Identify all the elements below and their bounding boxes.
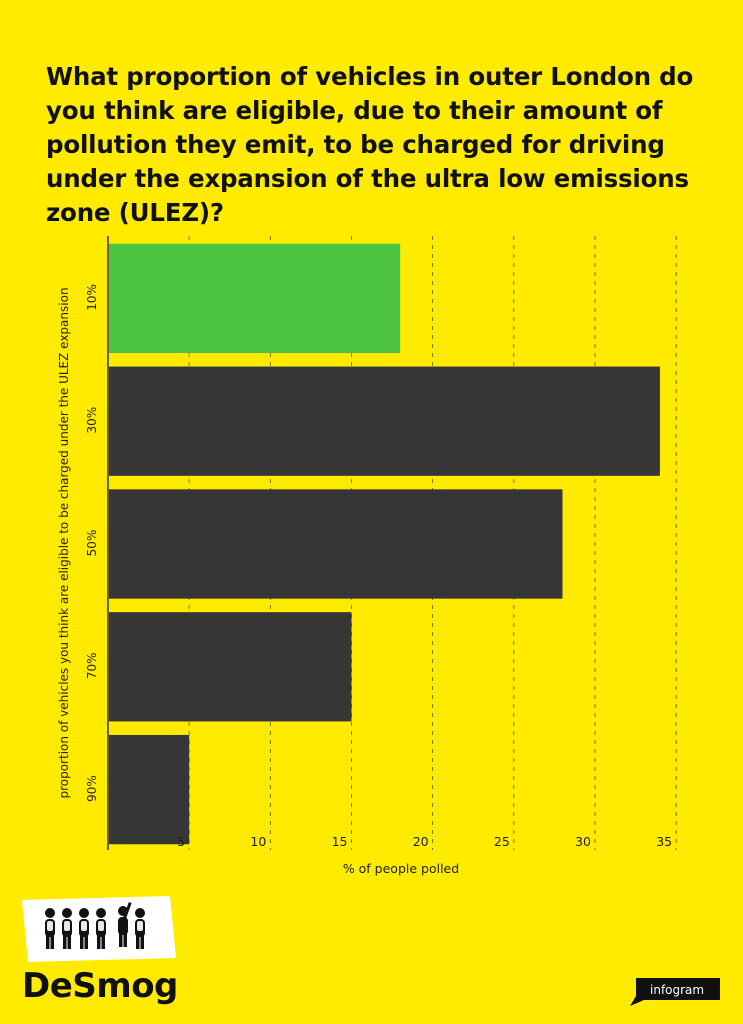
x-tick-label: 25 (494, 834, 510, 849)
x-tick-label: 30 (575, 834, 591, 849)
bars (109, 243, 660, 845)
bar-10-percent[interactable] (109, 243, 401, 354)
category-label: 70% (85, 652, 99, 679)
y-axis-label: proportion of vehicles you think are eli… (57, 287, 71, 798)
bar-30-percent[interactable] (109, 366, 660, 476)
people-icon (22, 896, 176, 962)
chart-title: What proportion of vehicles in outer Lon… (46, 62, 694, 227)
bar-70-percent[interactable] (109, 612, 352, 722)
x-tick-label: 20 (413, 834, 429, 849)
infogram-label: infogram (650, 983, 705, 997)
x-axis-label: % of people polled (343, 861, 459, 876)
x-tick-labels: 5 10 15 20 25 30 35 (177, 834, 672, 849)
bar-90-percent[interactable] (109, 734, 190, 845)
x-tick-label: 35 (656, 834, 672, 849)
badge-shape (630, 978, 720, 1006)
category-label: 30% (85, 407, 99, 434)
category-label: 90% (85, 775, 99, 802)
category-labels: 10% 30% 50% 70% 90% (85, 284, 99, 802)
bar-50-percent[interactable] (109, 489, 563, 599)
infogram-badge[interactable]: infogram (628, 978, 720, 1006)
x-tick-label: 10 (250, 834, 266, 849)
x-tick-label: 5 (177, 834, 185, 849)
desmog-logo: DeSmog (22, 896, 192, 1014)
category-label: 10% (85, 284, 99, 311)
logo-wordmark: DeSmog (22, 966, 178, 1006)
x-tick-label: 15 (332, 834, 348, 849)
category-label: 50% (85, 530, 99, 557)
